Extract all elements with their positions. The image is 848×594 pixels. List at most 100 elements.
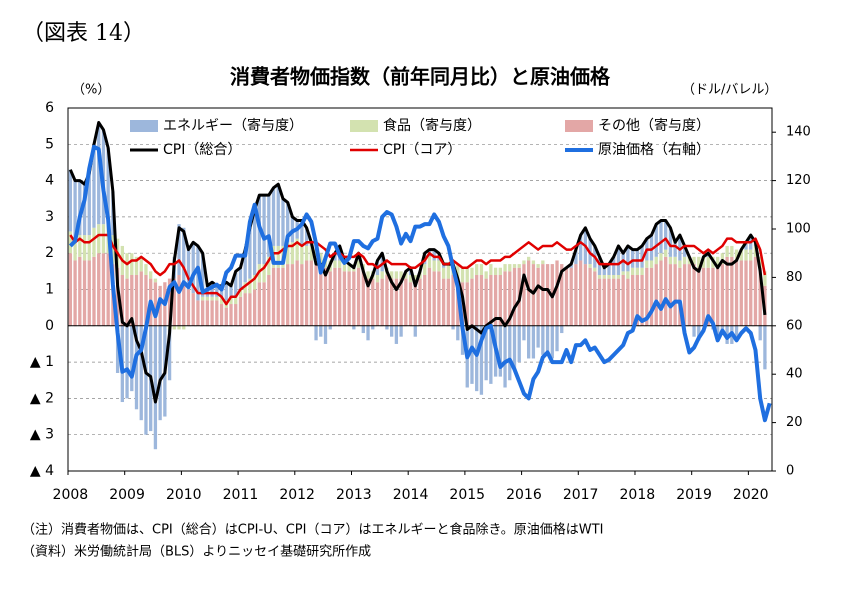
bar-segment: [267, 274, 271, 326]
x-tick-label: 2008: [53, 487, 89, 503]
bar-segment: [352, 325, 356, 330]
bar-segment: [664, 249, 668, 257]
bar-segment: [626, 278, 630, 326]
bar-segment: [744, 242, 748, 250]
bar-segment: [219, 304, 224, 326]
bar-segment: [616, 278, 621, 326]
bar-segment: [408, 274, 413, 283]
y-tick-label: 4: [45, 173, 54, 189]
bar-segment: [281, 267, 285, 326]
bar-segment: [286, 242, 290, 265]
bar-segment: [257, 282, 262, 326]
bar-segment: [484, 278, 488, 326]
bar-segment: [186, 289, 191, 326]
bar-segment: [323, 267, 328, 326]
bar-segment: [385, 325, 389, 330]
x-tick-label: 2011: [223, 487, 259, 503]
y-tick-label: 0: [45, 318, 54, 334]
bar-segment: [682, 256, 687, 265]
bar-segment: [238, 267, 243, 290]
bar-segment: [243, 282, 247, 294]
bar-segment: [541, 260, 545, 265]
bar-segment: [578, 260, 583, 326]
bar-segment: [389, 278, 394, 326]
bar-segment: [101, 253, 106, 326]
y-tick-label: 2: [45, 245, 54, 261]
bar-segment: [134, 274, 139, 326]
bar-segment: [97, 224, 101, 254]
bar-segment: [153, 278, 158, 283]
bar-segment: [541, 325, 545, 355]
bar-segment: [734, 260, 739, 326]
bar-segment: [536, 264, 540, 268]
bar-segment: [134, 256, 139, 275]
bar-segment: [527, 325, 531, 359]
bar-segment: [763, 325, 767, 370]
bar-segment: [267, 256, 271, 275]
bar-segment: [654, 224, 658, 257]
bar-segment: [593, 267, 597, 272]
bar-segment: [276, 245, 280, 268]
bar-segment: [630, 249, 635, 268]
bar-segment: [753, 256, 758, 326]
bar-segment: [678, 260, 682, 268]
bar-segment: [215, 300, 219, 326]
bar-segment: [470, 325, 474, 384]
y2-tick-label: 120: [786, 173, 811, 188]
x-tick-label: 2019: [676, 487, 712, 503]
bar-segment: [602, 274, 606, 279]
bar-segment: [139, 325, 143, 421]
bar-segment: [635, 274, 639, 326]
bar-segment: [597, 278, 602, 326]
bar-segment: [493, 267, 498, 275]
bar-segment: [191, 293, 195, 326]
bar-segment: [82, 184, 87, 236]
bar-segment: [333, 260, 337, 268]
bar-segment: [371, 325, 375, 330]
bar-segment: [607, 264, 611, 275]
bar-segment: [399, 325, 403, 337]
bar-segment: [134, 325, 139, 410]
bar-segment: [404, 278, 408, 326]
bar-segment: [347, 271, 351, 326]
bar-segment: [531, 260, 536, 265]
bar-segment: [87, 235, 91, 261]
bar-segment: [215, 285, 219, 297]
bar-segment: [144, 325, 148, 435]
bar-segment: [73, 238, 77, 261]
legend-swatch: [130, 120, 158, 132]
x-tick-label: 2018: [620, 487, 656, 503]
bar-segment: [541, 264, 545, 326]
bar-segment: [248, 227, 252, 279]
bar-segment: [569, 267, 573, 326]
bar-segment: [560, 325, 564, 334]
bar-segment: [366, 271, 370, 279]
bar-segment: [243, 293, 247, 326]
bar-segment: [512, 264, 517, 268]
bar-segment: [441, 278, 446, 326]
bar-segment: [427, 256, 432, 268]
bar-segment: [229, 296, 233, 305]
bar-segment: [262, 195, 266, 265]
bar-segment: [248, 293, 252, 326]
bar-segment: [290, 242, 295, 265]
bar-segment: [271, 187, 276, 246]
bar-segment: [182, 227, 186, 283]
bar-segment: [437, 271, 441, 326]
bar-segment: [659, 220, 663, 254]
bar-segment: [300, 245, 304, 265]
x-tick-label: 2012: [279, 487, 315, 503]
bar-segment: [304, 227, 309, 246]
bar-segment: [172, 278, 176, 326]
bar-segment: [621, 271, 625, 275]
bar-segment: [286, 264, 290, 326]
bar-segment: [649, 235, 654, 261]
figure-label: （図表 14）: [22, 21, 145, 46]
bar-segment: [205, 300, 210, 326]
bar-segment: [522, 260, 526, 265]
bar-segment: [87, 173, 91, 236]
bar-segment: [508, 264, 512, 272]
bar-segment: [234, 304, 238, 326]
bar-segment: [144, 274, 148, 326]
bar-segment: [219, 296, 224, 305]
